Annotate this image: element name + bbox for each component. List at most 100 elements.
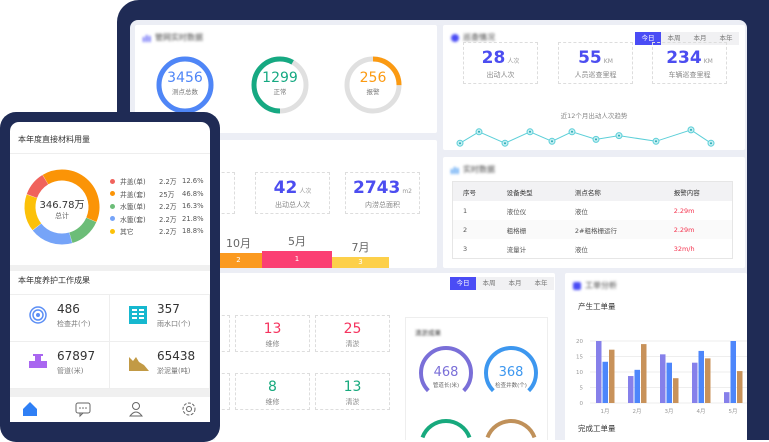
- bar: [705, 358, 711, 403]
- bar: [698, 350, 704, 403]
- y-tick-label: 10: [576, 370, 583, 376]
- stat-label: 出动人次: [486, 71, 515, 79]
- tab-2[interactable]: 本月: [687, 32, 713, 45]
- manhole-icon: [29, 306, 47, 328]
- legend-pct: 46.8%: [182, 189, 204, 198]
- legend-pct: 16.3%: [182, 202, 204, 211]
- table-cell: 液位: [574, 207, 588, 216]
- stat-value: 42: [273, 178, 298, 198]
- rank-month: 7月: [351, 241, 370, 254]
- stat-box-partial: [215, 315, 230, 352]
- materials-title: 本年度直接材料用量: [18, 135, 90, 144]
- tab-1[interactable]: 本周: [476, 277, 502, 290]
- stat-label: 清淤: [345, 398, 360, 406]
- realtime-data-card: 实时数据 序号 设备类型 测点名称 报警内容 1 液位仪 液位 2.29m 2 粗格栅 2#粗格栅运…: [443, 157, 745, 268]
- patrol-card: 巡查情况 今日 本周 本月 本年 28 人次 出动人次 55 KM 人员巡查里程 234 KM 车辆巡…: [443, 25, 745, 150]
- home-icon: [23, 402, 37, 416]
- rain-inlet-icon: [129, 306, 147, 328]
- stat-value: 8: [268, 379, 277, 395]
- bar: [634, 369, 640, 403]
- table-cell: 2: [453, 220, 497, 239]
- stat-unit: 人次: [299, 188, 312, 195]
- maintenance-stat: 13 维修: [235, 315, 310, 352]
- ring-gauge: [344, 56, 402, 114]
- result-cell: 67897 管道(米): [10, 342, 110, 389]
- result-cell: 486 检查井(个): [10, 295, 110, 342]
- chart2-title: 完成工单量: [578, 424, 616, 433]
- result-label: 雨水口(个): [157, 320, 191, 328]
- legend-item: 水篦(套) 2.2万 21.8%: [110, 213, 204, 226]
- tab-3[interactable]: 本年: [713, 32, 739, 45]
- trend-point-center: [459, 142, 461, 145]
- legend-dot: [110, 228, 115, 234]
- bar: [666, 362, 672, 403]
- nav-home[interactable]: [10, 400, 55, 422]
- donut-slice: [69, 217, 97, 244]
- tab-3[interactable]: 本年: [528, 277, 554, 290]
- nav-message[interactable]: [58, 400, 108, 422]
- tab-0[interactable]: 今日: [635, 32, 661, 45]
- stat-label: 人员巡查里程: [574, 71, 617, 79]
- eye-icon: [451, 33, 459, 42]
- table-cell: 液位: [574, 245, 588, 254]
- legend-amount: 2.2万: [159, 203, 177, 212]
- dredge-area-card: 42 人次 出动总人次 2743 m2 内涝总面积 10月 2 5月 1 7月 3: [215, 140, 437, 268]
- card-title: 巡查情况: [463, 33, 495, 42]
- tab-0[interactable]: 今日: [450, 277, 476, 290]
- stat-unit: KM: [603, 58, 613, 65]
- legend-dot: [110, 178, 115, 184]
- settings-icon: [182, 402, 196, 416]
- table-cell: 1: [463, 206, 468, 215]
- bar: [724, 392, 730, 403]
- legend-amount: 2.2万: [159, 215, 177, 224]
- message-icon: [75, 402, 91, 418]
- nav-user[interactable]: [111, 400, 161, 422]
- stat-label: 维修: [265, 398, 280, 406]
- maintenance-card: 今日 本周 本月 本年 13 维修 25 清淤 8 维修 13 清淤 清淤成果 468 管道长(米) 3…: [215, 273, 555, 440]
- x-tick-label: 1月: [601, 408, 610, 415]
- bar: [737, 371, 743, 403]
- tab-1[interactable]: 本周: [661, 32, 687, 45]
- stat-label: 车辆巡查里程: [668, 71, 711, 79]
- rank-month: 10月: [226, 237, 251, 250]
- user-icon: [128, 402, 144, 417]
- stat-unit: m2: [402, 188, 412, 195]
- dredge-stat: 2743 m2 内涝总面积: [345, 172, 420, 214]
- bar-chart-icon: [451, 166, 459, 174]
- column-header: 报警内容: [663, 182, 732, 201]
- ring-label: 正常: [273, 88, 287, 96]
- patrol-stat: 28 人次 出动人次: [463, 42, 538, 84]
- legend-dot: [110, 203, 115, 209]
- trend-point-center: [551, 140, 553, 143]
- dashboard-screen: 管网实时数据 3456 测点总数 1299 正常 256 报警 巡查情况 今日 本周 本月…: [130, 20, 747, 440]
- nav-settings[interactable]: [164, 400, 210, 422]
- trend-point-center: [655, 140, 657, 143]
- table-row: 1 液位仪 液位 2.29m: [453, 201, 732, 220]
- legend-pct: 18.8%: [182, 227, 204, 236]
- legend-amount: 2.2万: [159, 228, 177, 237]
- sludge-icon: [129, 353, 149, 375]
- work-order-bar-chart: 0 5 10 15 20 1月 2月 3月 4月 5月: [576, 339, 747, 415]
- ring-value: 256: [359, 70, 387, 86]
- tab-2[interactable]: 本月: [502, 277, 528, 290]
- stat-label: 出动总人次: [275, 201, 310, 209]
- stat-box-partial: [215, 172, 235, 214]
- table-cell: 2.29m: [673, 206, 695, 215]
- chart-title: 产生工单量: [578, 302, 616, 311]
- donut-slice: [24, 194, 42, 231]
- legend-item: 水篦(单) 2.2万 16.3%: [110, 200, 204, 213]
- column-header: 设备类型: [496, 182, 565, 201]
- trend-title: 近12个月出动人次趋势: [560, 112, 628, 120]
- bar: [673, 378, 679, 403]
- column-header: 测点名称: [564, 182, 664, 201]
- bar: [596, 341, 602, 403]
- ring-gauge: [251, 56, 309, 114]
- donut-slice: [32, 223, 73, 245]
- table-cell: 液位仪: [506, 207, 527, 216]
- result-value: 65438: [157, 349, 196, 363]
- result-cell: 357 雨水口(个): [110, 295, 210, 342]
- trend-point-center: [595, 138, 597, 141]
- stat-value: 55: [578, 48, 602, 68]
- ring-value: 3456: [167, 70, 203, 86]
- patrol-stat: 234 KM 车辆巡查里程: [652, 42, 727, 84]
